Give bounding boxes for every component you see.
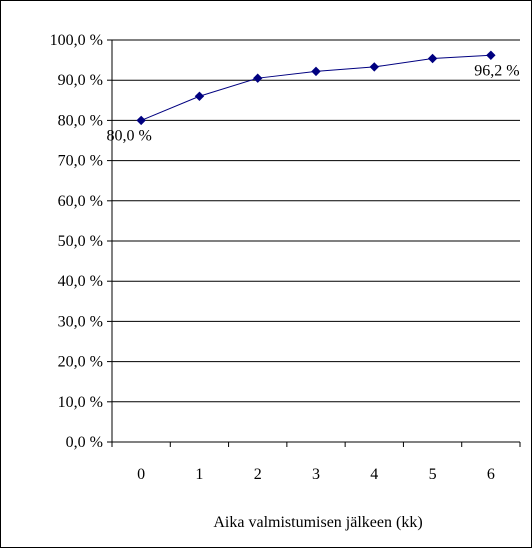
x-tick-label: 3 [312,466,320,483]
series [136,50,496,126]
data-labels: 80,0 % 96,2 % [106,62,519,144]
y-tick-label: 80,0 % [58,112,103,129]
y-tick-label: 60,0 % [58,193,103,210]
data-point [369,62,379,72]
data-point [486,50,496,60]
data-point [194,91,205,101]
data-point [427,53,438,64]
data-label: 80,0 % [106,127,151,144]
data-point [311,66,321,77]
x-tick-labels: 0 1 2 3 4 5 6 [137,466,495,483]
series-line [140,54,491,121]
y-tick-label: 30,0 % [58,313,103,330]
x-axis-title: Aika valmistumisen jälkeen (kk) [213,514,422,531]
x-tick-label: 0 [137,466,145,483]
x-tick-label: 4 [370,466,378,483]
y-tick-label: 0,0 % [66,434,103,451]
y-tick-label: 20,0 % [58,354,103,371]
y-tick-labels: 0,0 % 10,0 % 20,0 % 30,0 % 40,0 % 50,0 % 60,0 … [50,32,103,451]
data-point [253,73,263,83]
y-tick-label: 90,0 % [58,72,103,89]
data-label: 96,2 % [474,62,519,79]
data-point [136,115,146,126]
y-tick-label: 100,0 % [50,32,103,49]
gridlines [112,39,520,403]
y-tick-label: 10,0 % [58,394,103,411]
axes [107,39,521,447]
x-tick-label: 1 [195,466,203,483]
x-tick-label: 5 [429,466,437,483]
y-tick-label: 40,0 % [58,273,103,290]
x-tick-label: 2 [254,466,262,483]
y-tick-label: 50,0 % [58,233,103,250]
x-tick-label: 6 [487,466,495,483]
y-tick-label: 70,0 % [58,153,103,170]
